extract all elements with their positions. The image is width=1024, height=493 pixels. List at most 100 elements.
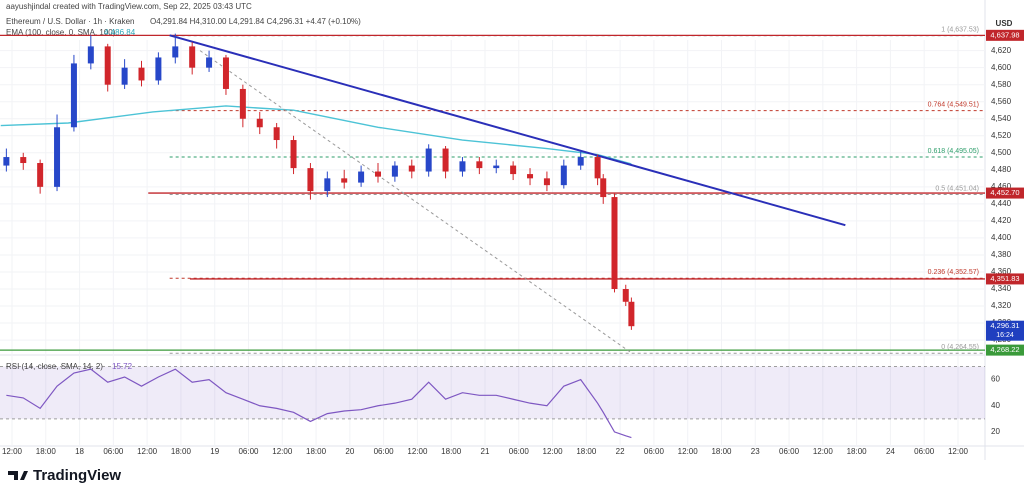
x-tick-label: 12:00 bbox=[272, 447, 293, 456]
candle-body bbox=[239, 88, 246, 119]
y-tick-label: 4,380 bbox=[991, 250, 1012, 259]
candle-body bbox=[577, 157, 584, 166]
x-tick-label: 06:00 bbox=[238, 447, 259, 456]
candle-body bbox=[290, 140, 297, 169]
y-tick-label: 4,560 bbox=[991, 97, 1012, 106]
candle-body bbox=[476, 161, 483, 169]
x-tick-label: 12:00 bbox=[2, 447, 23, 456]
logo-text: TradingView bbox=[33, 467, 121, 484]
credit: aayushjindal created with TradingView.co… bbox=[6, 2, 252, 11]
y-tick-label: 4,520 bbox=[991, 131, 1012, 140]
price-label-box bbox=[986, 187, 1024, 199]
rsi-tick-label: 60 bbox=[991, 375, 1000, 384]
y-tick-label: 4,320 bbox=[991, 301, 1012, 310]
currency: USD bbox=[996, 19, 1013, 28]
ema-line bbox=[0, 105, 632, 165]
price-label: 4,296.31 bbox=[990, 321, 1019, 330]
fib-label: 0.236 (4,352.57) bbox=[928, 269, 979, 276]
candle-body bbox=[70, 63, 77, 128]
candle-body bbox=[307, 168, 314, 192]
price-label: 4,637.98 bbox=[990, 30, 1019, 39]
candle-body bbox=[374, 171, 381, 177]
x-tick-label: 06:00 bbox=[103, 447, 124, 456]
candle-body bbox=[391, 165, 398, 177]
rsi-line bbox=[6, 368, 632, 439]
ema-value: 4,486.84 bbox=[104, 28, 136, 37]
ohlc: O4,291.84 H4,310.00 L4,291.84 C4,296.31 … bbox=[150, 17, 361, 26]
x-tick-label: 20 bbox=[345, 447, 354, 456]
x-tick-label: 06:00 bbox=[509, 447, 530, 456]
y-tick-label: 4,340 bbox=[991, 284, 1012, 293]
dashed-line bbox=[199, 50, 632, 354]
candle-body bbox=[189, 46, 196, 68]
fib-label: 0.764 (4,549.51) bbox=[928, 101, 979, 108]
x-tick-label: 23 bbox=[751, 447, 760, 456]
price-label-box bbox=[986, 320, 1024, 341]
x-tick-label: 18:00 bbox=[306, 447, 327, 456]
rsi-value: 15.72 bbox=[112, 362, 133, 371]
y-tick-label: 4,600 bbox=[991, 63, 1012, 72]
y-tick-label: 4,460 bbox=[991, 182, 1012, 191]
price-label-box bbox=[986, 273, 1024, 285]
rsi-title: RSI (14, close, SMA, 14, 2) bbox=[6, 362, 103, 371]
trend-line bbox=[169, 34, 846, 227]
candle-body bbox=[425, 148, 432, 172]
candle-body bbox=[324, 178, 331, 192]
x-tick-label: 12:00 bbox=[407, 447, 428, 456]
candle-body bbox=[510, 165, 517, 175]
candle-body bbox=[493, 165, 500, 169]
fib-label: 0.618 (4,495.05) bbox=[928, 148, 979, 155]
ema-label: EMA (100, close, 0, SMA, 100) bbox=[6, 28, 116, 37]
price-label-box bbox=[986, 29, 1024, 41]
candle-body bbox=[408, 165, 415, 172]
candle-body bbox=[155, 57, 162, 81]
rsi-tick-label: 40 bbox=[991, 401, 1000, 410]
candle-body bbox=[594, 157, 601, 179]
candle-body bbox=[206, 57, 213, 68]
candle-body bbox=[341, 178, 348, 183]
candle-body bbox=[611, 197, 618, 290]
candle-body bbox=[358, 171, 365, 183]
candle-body bbox=[121, 67, 128, 85]
logo bbox=[8, 471, 28, 480]
candle-body bbox=[222, 57, 229, 89]
price-countdown: 16:24 bbox=[996, 332, 1014, 339]
x-tick-label: 12:00 bbox=[543, 447, 564, 456]
x-tick-label: 06:00 bbox=[374, 447, 395, 456]
x-tick-label: 06:00 bbox=[914, 447, 935, 456]
candle-body bbox=[138, 67, 145, 81]
candle-body bbox=[600, 178, 607, 198]
fib-label: 0 (4,264.55) bbox=[941, 344, 979, 351]
x-tick-label: 12:00 bbox=[137, 447, 158, 456]
candle-body bbox=[172, 46, 179, 58]
candle-body bbox=[3, 157, 10, 166]
x-tick-label: 06:00 bbox=[644, 447, 665, 456]
x-tick-label: 22 bbox=[616, 447, 625, 456]
candle-body bbox=[273, 127, 280, 141]
y-tick-label: 4,540 bbox=[991, 114, 1012, 123]
candle-body bbox=[104, 46, 111, 85]
fib-label: 0.5 (4,451.04) bbox=[935, 185, 979, 192]
y-tick-label: 4,360 bbox=[991, 267, 1012, 276]
candle-body bbox=[527, 174, 534, 179]
rsi-band bbox=[0, 366, 985, 419]
candle-body bbox=[20, 157, 27, 164]
x-tick-label: 18:00 bbox=[36, 447, 57, 456]
fib-label: 1 (4,637.53) bbox=[941, 27, 979, 34]
x-tick-label: 21 bbox=[481, 447, 490, 456]
x-tick-label: 18:00 bbox=[576, 447, 597, 456]
y-tick-label: 4,440 bbox=[991, 199, 1012, 208]
y-tick-label: 4,620 bbox=[991, 46, 1012, 55]
candle-body bbox=[560, 165, 567, 186]
x-tick-label: 12:00 bbox=[678, 447, 699, 456]
candle-body bbox=[459, 161, 466, 172]
y-tick-label: 4,400 bbox=[991, 233, 1012, 242]
x-tick-label: 24 bbox=[886, 447, 895, 456]
y-tick-label: 4,580 bbox=[991, 80, 1012, 89]
candle-body bbox=[256, 118, 263, 128]
x-tick-label: 18:00 bbox=[441, 447, 462, 456]
rsi-tick-label: 20 bbox=[991, 427, 1000, 436]
x-tick-label: 18 bbox=[75, 447, 84, 456]
